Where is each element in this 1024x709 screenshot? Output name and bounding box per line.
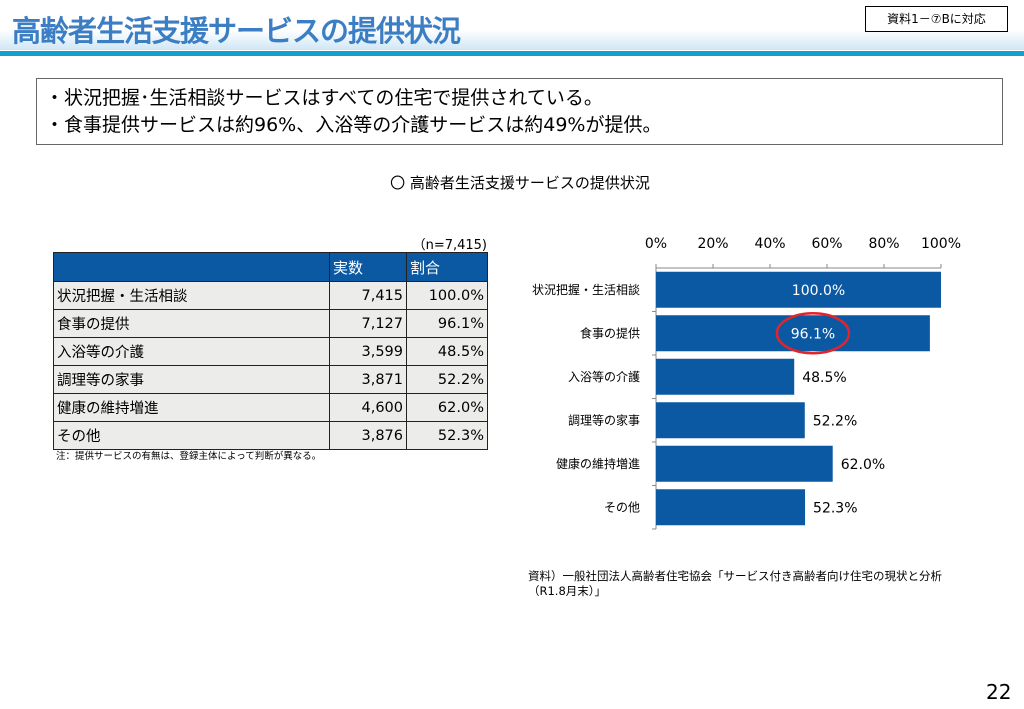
x-tick-label: 40% — [754, 236, 785, 252]
data-label: 48.5% — [802, 370, 846, 386]
table-row: 食事の提供 7,127 96.1% — [53, 309, 488, 338]
table-cell: 入浴等の介護 — [53, 337, 330, 366]
table-cell: 7,415 — [329, 281, 407, 310]
data-label: 100.0% — [792, 283, 845, 299]
table-cell: 52.3% — [406, 421, 488, 450]
table-cell: 3,599 — [329, 337, 407, 366]
source-line: 資料）一般社団法人高齢者住宅協会「サービス付き高齢者向け住宅の現状と分析 — [528, 569, 942, 583]
category-label: その他 — [604, 500, 640, 514]
header-cell: 割合 — [406, 252, 488, 282]
section-subtitle: 〇 高齢者生活支援サービスの提供状況 — [390, 174, 650, 192]
category-label: 食事の提供 — [580, 325, 640, 340]
table-cell: 48.5% — [406, 337, 488, 366]
sample-size: （n=7,415) — [412, 238, 487, 253]
highlight-circle — [775, 312, 851, 355]
table-row: 調理等の家事 3,871 52.2% — [53, 365, 488, 394]
table-note: 注：提供サービスの有無は、登録主体によって判断が異なる。 — [56, 451, 322, 462]
page-title: 高齢者生活支援サービスの提供状況 — [12, 14, 461, 48]
category-label: 入浴等の介護 — [568, 369, 640, 384]
x-tick-label: 20% — [697, 236, 728, 252]
table-cell: 100.0% — [406, 281, 488, 310]
x-tick-label: 100% — [921, 236, 961, 252]
category-label: 健康の維持増進 — [556, 456, 640, 471]
table-cell: 96.1% — [406, 309, 488, 338]
source-note: 資料）一般社団法人高齢者住宅協会「サービス付き高齢者向け住宅の現状と分析 （R1… — [528, 569, 942, 599]
table-cell: 食事の提供 — [53, 309, 330, 338]
bar — [656, 315, 930, 352]
table-cell: 健康の維持増進 — [53, 393, 330, 422]
data-label: 96.1% — [791, 326, 835, 342]
data-label: 52.3% — [813, 500, 857, 516]
source-line: （R1.8月末）」 — [528, 584, 607, 598]
bar — [656, 402, 805, 439]
data-label: 52.2% — [813, 413, 857, 429]
table-row: 状況把握・生活相談 7,415 100.0% — [53, 281, 488, 310]
table-row: その他 3,876 52.3% — [53, 421, 488, 450]
bar — [656, 489, 806, 526]
table-cell: 3,876 — [329, 421, 407, 450]
data-label: 62.0% — [841, 457, 885, 473]
bar — [656, 358, 795, 395]
bar — [656, 271, 941, 308]
reference-badge: 資料1－⑦Bに対応 — [865, 6, 1008, 32]
header-band — [0, 30, 1024, 50]
header-rule — [0, 51, 1024, 56]
table-cell: その他 — [53, 421, 330, 450]
table-cell: 4,600 — [329, 393, 407, 422]
table-row: 健康の維持増進 4,600 62.0% — [53, 393, 488, 422]
bullet: ・食事提供サービスは約96%、入浴等の介護サービスは約49%が提供。 — [45, 114, 662, 136]
category-label: 調理等の家事 — [568, 412, 640, 427]
data-table: 実数 割合 状況把握・生活相談 7,415 100.0% 食事の提供 7,127 96.1… — [53, 252, 488, 450]
bar — [656, 445, 833, 482]
table-row: 入浴等の介護 3,599 48.5% — [53, 337, 488, 366]
table-cell: 状況把握・生活相談 — [53, 281, 330, 310]
category-label: 状況把握・生活相談 — [532, 282, 640, 297]
x-tick-label: 60% — [811, 236, 842, 252]
x-tick-label: 0% — [645, 236, 667, 252]
x-tick-label: 80% — [868, 236, 899, 252]
bullet: ・状況把握･生活相談サービスはすべての住宅で提供されている。 — [45, 87, 603, 109]
page-number: 22 — [986, 680, 1012, 704]
summary-box: ・状況把握･生活相談サービスはすべての住宅で提供されている。 ・食事提供サービス… — [36, 78, 1003, 145]
